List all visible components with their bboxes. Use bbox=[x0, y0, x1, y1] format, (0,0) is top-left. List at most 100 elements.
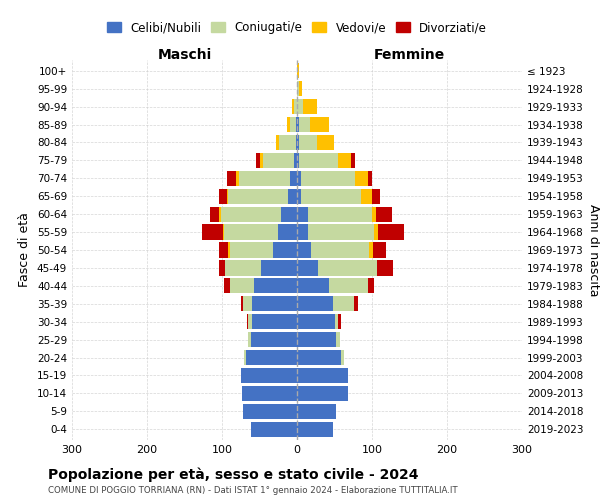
Bar bbox=[219, 260, 225, 276]
Text: COMUNE DI POGGIO TORRIANA (RN) - Dati ISTAT 1° gennaio 2024 - Elaborazione TUTTI: COMUNE DI POGGIO TORRIANA (RN) - Dati IS… bbox=[48, 486, 458, 495]
Bar bbox=[297, 135, 299, 150]
Bar bbox=[241, 368, 297, 383]
Bar bbox=[308, 206, 372, 222]
Bar bbox=[372, 206, 376, 222]
Bar bbox=[297, 206, 308, 222]
Bar bbox=[263, 153, 294, 168]
Bar bbox=[378, 224, 404, 240]
Bar bbox=[301, 170, 355, 186]
Bar bbox=[361, 188, 372, 204]
Bar bbox=[227, 170, 235, 186]
Bar bbox=[294, 153, 297, 168]
Bar bbox=[297, 260, 318, 276]
Bar bbox=[299, 81, 302, 96]
Bar bbox=[297, 404, 336, 419]
Legend: Celibi/Nubili, Coniugati/e, Vedovi/e, Divorziati/e: Celibi/Nubili, Coniugati/e, Vedovi/e, Di… bbox=[102, 16, 492, 39]
Bar bbox=[372, 188, 380, 204]
Text: Femmine: Femmine bbox=[374, 48, 445, 62]
Bar bbox=[219, 242, 228, 258]
Bar bbox=[354, 296, 358, 312]
Bar bbox=[252, 296, 297, 312]
Bar bbox=[288, 188, 297, 204]
Bar bbox=[297, 117, 299, 132]
Bar bbox=[299, 153, 337, 168]
Bar bbox=[297, 332, 336, 347]
Bar bbox=[290, 170, 297, 186]
Text: Popolazione per età, sesso e stato civile - 2024: Popolazione per età, sesso e stato civil… bbox=[48, 468, 419, 482]
Bar bbox=[260, 153, 263, 168]
Bar bbox=[228, 188, 288, 204]
Y-axis label: Anni di nascita: Anni di nascita bbox=[587, 204, 600, 296]
Bar bbox=[373, 242, 386, 258]
Bar bbox=[244, 350, 246, 365]
Bar bbox=[227, 188, 228, 204]
Bar bbox=[229, 278, 254, 293]
Bar bbox=[297, 63, 299, 78]
Bar bbox=[311, 242, 369, 258]
Bar bbox=[219, 188, 227, 204]
Bar bbox=[294, 99, 297, 114]
Bar bbox=[251, 332, 297, 347]
Bar bbox=[235, 170, 239, 186]
Bar bbox=[252, 314, 297, 330]
Bar bbox=[229, 242, 273, 258]
Bar bbox=[251, 422, 297, 437]
Bar bbox=[290, 117, 296, 132]
Bar bbox=[297, 170, 301, 186]
Bar bbox=[297, 188, 301, 204]
Bar bbox=[335, 314, 338, 330]
Bar bbox=[318, 260, 377, 276]
Bar bbox=[287, 117, 290, 132]
Bar bbox=[301, 188, 361, 204]
Bar bbox=[261, 260, 297, 276]
Bar bbox=[317, 135, 334, 150]
Bar bbox=[368, 170, 372, 186]
Bar bbox=[310, 117, 329, 132]
Bar bbox=[247, 314, 248, 330]
Bar bbox=[297, 314, 335, 330]
Bar bbox=[374, 224, 378, 240]
Bar bbox=[276, 135, 279, 150]
Bar bbox=[239, 170, 290, 186]
Bar bbox=[341, 350, 344, 365]
Bar bbox=[273, 242, 297, 258]
Bar bbox=[303, 99, 317, 114]
Bar bbox=[223, 278, 229, 293]
Bar bbox=[279, 135, 296, 150]
Bar bbox=[297, 368, 348, 383]
Bar bbox=[248, 332, 251, 347]
Bar bbox=[221, 206, 281, 222]
Bar bbox=[228, 242, 229, 258]
Bar bbox=[292, 99, 294, 114]
Bar bbox=[377, 260, 393, 276]
Bar bbox=[333, 296, 354, 312]
Bar bbox=[296, 135, 297, 150]
Bar bbox=[281, 206, 297, 222]
Bar bbox=[297, 296, 333, 312]
Bar bbox=[248, 314, 252, 330]
Bar bbox=[337, 153, 351, 168]
Bar bbox=[223, 224, 224, 240]
Bar bbox=[299, 135, 317, 150]
Bar bbox=[297, 422, 333, 437]
Bar bbox=[308, 224, 374, 240]
Bar bbox=[338, 314, 341, 330]
Y-axis label: Fasce di età: Fasce di età bbox=[19, 212, 31, 288]
Bar bbox=[202, 224, 223, 240]
Bar bbox=[219, 206, 221, 222]
Bar bbox=[241, 296, 243, 312]
Bar bbox=[296, 117, 297, 132]
Bar bbox=[329, 278, 367, 293]
Bar bbox=[297, 81, 299, 96]
Bar bbox=[336, 332, 340, 347]
Bar bbox=[351, 153, 355, 168]
Bar bbox=[254, 278, 297, 293]
Bar bbox=[256, 153, 260, 168]
Bar bbox=[242, 386, 297, 401]
Bar bbox=[369, 242, 373, 258]
Bar bbox=[376, 206, 392, 222]
Bar bbox=[297, 350, 341, 365]
Text: Maschi: Maschi bbox=[157, 48, 212, 62]
Bar bbox=[297, 224, 308, 240]
Bar bbox=[297, 242, 311, 258]
